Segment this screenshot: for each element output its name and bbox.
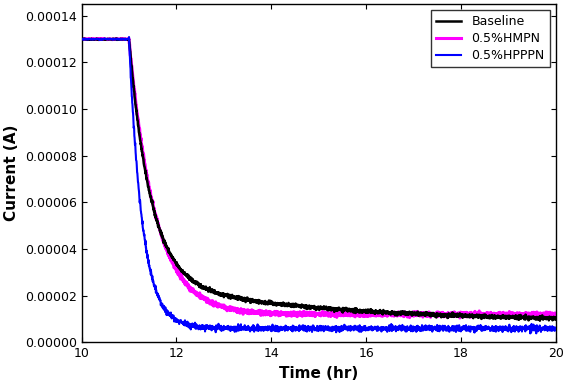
0.5%HPPPN bbox=[464, 326, 471, 331]
Line: 0.5%HPPPN: 0.5%HPPPN bbox=[82, 37, 556, 333]
Baseline bbox=[464, 313, 471, 317]
0.5%HPPPN bbox=[508, 329, 515, 333]
0.5%HMPN bbox=[78, 37, 85, 42]
Baseline bbox=[508, 315, 515, 320]
0.5%HPPPN bbox=[515, 327, 522, 332]
0.5%HMPN bbox=[457, 316, 463, 320]
0.5%HMPN bbox=[464, 312, 471, 316]
0.5%HMPN bbox=[508, 313, 515, 317]
Line: 0.5%HMPN: 0.5%HMPN bbox=[82, 38, 556, 318]
0.5%HMPN bbox=[99, 36, 106, 41]
Baseline bbox=[183, 273, 190, 278]
Line: Baseline: Baseline bbox=[82, 38, 556, 321]
0.5%HMPN bbox=[553, 311, 559, 316]
Baseline bbox=[515, 315, 522, 320]
0.5%HPPPN bbox=[362, 324, 369, 329]
0.5%HMPN bbox=[183, 281, 190, 285]
0.5%HPPPN bbox=[126, 35, 132, 39]
0.5%HPPPN bbox=[183, 323, 190, 328]
0.5%HMPN bbox=[515, 313, 522, 318]
0.5%HPPPN bbox=[78, 37, 85, 42]
Baseline bbox=[93, 36, 100, 41]
0.5%HPPPN bbox=[527, 331, 534, 336]
Legend: Baseline, 0.5%HMPN, 0.5%HPPPN: Baseline, 0.5%HMPN, 0.5%HPPPN bbox=[431, 10, 550, 67]
0.5%HMPN bbox=[183, 280, 190, 285]
Baseline bbox=[553, 315, 559, 320]
Y-axis label: Current (A): Current (A) bbox=[4, 125, 19, 221]
0.5%HPPPN bbox=[183, 323, 190, 327]
Baseline bbox=[536, 318, 543, 323]
0.5%HMPN bbox=[362, 312, 369, 316]
Baseline bbox=[362, 309, 369, 313]
X-axis label: Time (hr): Time (hr) bbox=[279, 366, 358, 381]
0.5%HPPPN bbox=[553, 325, 559, 330]
Baseline bbox=[78, 37, 85, 41]
Baseline bbox=[183, 274, 190, 278]
